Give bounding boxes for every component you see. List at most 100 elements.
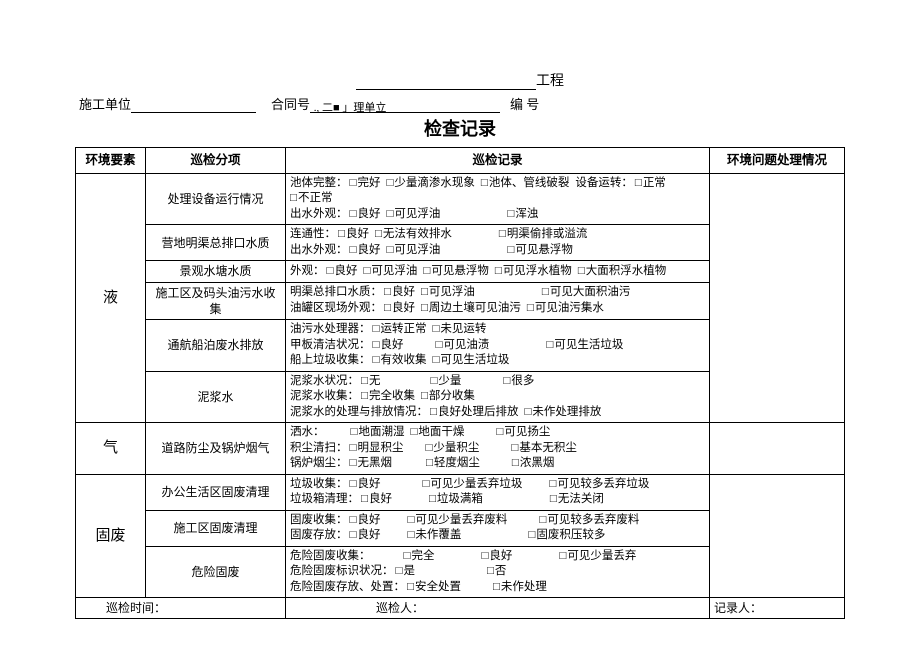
checkbox-option[interactable]: 良好 (384, 301, 415, 317)
checkbox-option[interactable]: 浑浊 (507, 207, 538, 223)
unit-label: 施工单位 (79, 94, 131, 113)
checkbox-option[interactable]: 可见浮水植物 (495, 264, 572, 280)
checkbox-option[interactable]: 可见少量丢弃垃圾 (422, 477, 522, 493)
checkbox-option[interactable]: 良好 (350, 243, 381, 259)
checkbox-option[interactable]: 无法有效排水 (375, 227, 452, 243)
checkbox-option[interactable]: 可见少量丢弃 (559, 549, 636, 565)
checkbox-option[interactable]: 有效收集 (373, 353, 427, 369)
checkbox-option[interactable]: 大面积浮水植物 (578, 264, 666, 280)
checkbox-option[interactable]: 是 (396, 564, 415, 580)
checkbox-option[interactable]: 可见大面积油污 (542, 285, 630, 301)
header-info-line: 施工单位 合同号 ., 二■ 」理单立 编 号 (75, 94, 845, 113)
checkbox-option[interactable]: 明显积尘 (350, 441, 404, 457)
resolve-cell (710, 423, 845, 475)
checkbox-option[interactable]: 良好 (350, 207, 381, 223)
checkbox-option[interactable]: 池体、管线破裂 (481, 176, 569, 192)
checkbox-option[interactable]: 未作覆盖 (407, 528, 461, 544)
subitem-cell: 营地明渠总排口水质 (146, 225, 286, 261)
record-text: 油罐区现场外观： (290, 301, 382, 317)
checkbox-option[interactable]: 可见浮油 (386, 207, 440, 223)
checkbox-option[interactable]: 无法关闭 (550, 492, 604, 508)
checkbox-option[interactable]: 完全收集 (361, 389, 415, 405)
checkbox-option[interactable]: 良好 (481, 549, 512, 565)
checkbox-option[interactable]: 可见生活垃圾 (432, 353, 509, 369)
checkbox-option[interactable]: 地面干燥 (410, 425, 464, 441)
footer-row: 巡检时间： 巡检人： 记录人： (76, 598, 845, 619)
record-cell: 泥浆水状况：无少量很多泥浆水收集：完全收集部分收集泥浆水的处理与排放情况：良好处… (286, 371, 710, 423)
record-text: 甲板清洁状况： (290, 338, 371, 354)
checkbox-option[interactable]: 可见浮油 (386, 243, 440, 259)
checkbox-option[interactable]: 良好 (350, 513, 381, 529)
checkbox-option[interactable]: 轻度烟尘 (426, 456, 480, 472)
checkbox-option[interactable]: 可见较多丢弃垃圾 (549, 477, 649, 493)
col-rec-header: 巡检记录 (286, 148, 710, 174)
checkbox-option[interactable]: 基本无积尘 (511, 441, 576, 457)
checkbox-option[interactable]: 无 (361, 374, 380, 390)
checkbox-option[interactable]: 地面潮湿 (351, 425, 405, 441)
checkbox-option[interactable]: 不正常 (290, 191, 332, 207)
checkbox-option[interactable]: 明渠偷排或溢流 (499, 227, 587, 243)
checkbox-option[interactable]: 良好 (373, 338, 404, 354)
checkbox-option[interactable]: 垃圾满箱 (429, 492, 483, 508)
footer-inspector: 巡检人： (286, 598, 710, 619)
checkbox-option[interactable]: 可见浮油 (363, 264, 417, 280)
subitem-cell: 泥浆水 (146, 371, 286, 423)
page-title: 检查记录 (75, 115, 845, 141)
checkbox-option[interactable]: 完好 (350, 176, 381, 192)
record-text: 泥浆水状况： (290, 374, 359, 390)
checkbox-option[interactable]: 否 (487, 564, 506, 580)
record-cell: 固废收集：良好可见少量丢弃废料可见较多丢弃废料固废存放：良好未作覆盖固废积压较多 (286, 510, 710, 546)
checkbox-option[interactable]: 很多 (503, 374, 534, 390)
record-text: 固废存放： (290, 528, 348, 544)
checkbox-option[interactable]: 固废积压较多 (528, 528, 605, 544)
record-cell: 危险固废收集：完全良好可见少量丢弃危险固废标识状况：是否危险固废存放、处置：安全… (286, 546, 710, 598)
checkbox-option[interactable]: 可见油渍 (435, 338, 489, 354)
checkbox-option[interactable]: 少量滴渗水现象 (386, 176, 474, 192)
record-text: 危险固废存放、处置： (290, 580, 405, 596)
record-text: 池体完整： (290, 176, 348, 192)
checkbox-option[interactable]: 部分收集 (421, 389, 475, 405)
record-text: 连通性： (290, 227, 336, 243)
checkbox-option[interactable]: 安全处置 (407, 580, 461, 596)
checkbox-option[interactable]: 良好 (384, 285, 415, 301)
checkbox-option[interactable]: 少量积尘 (425, 441, 479, 457)
checkbox-option[interactable]: 良好 (338, 227, 369, 243)
checkbox-option[interactable]: 良好 (350, 477, 381, 493)
checkbox-option[interactable]: 完全 (404, 549, 435, 565)
record-cell: 明渠总排口水质：良好可见浮油可见大面积油污油罐区现场外观：良好周边土壤可见油污可… (286, 282, 710, 319)
checkbox-option[interactable]: 可见悬浮物 (507, 243, 572, 259)
checkbox-option[interactable]: 良好 (327, 264, 358, 280)
record-text: 外观： (290, 264, 325, 280)
checkbox-option[interactable]: 良好 (350, 528, 381, 544)
checkbox-option[interactable]: 少量 (430, 374, 461, 390)
project-suffix: 工程 (536, 74, 564, 89)
checkbox-option[interactable]: 良好处理后排放 (430, 405, 518, 421)
checkbox-option[interactable]: 良好 (361, 492, 392, 508)
checkbox-option[interactable]: 未见运转 (432, 322, 486, 338)
project-blank (356, 75, 536, 90)
checkbox-option[interactable]: 可见浮油 (421, 285, 475, 301)
col-resolve-header: 环境问题处理情况 (710, 148, 845, 174)
checkbox-option[interactable]: 无黑烟 (350, 456, 392, 472)
checkbox-option[interactable]: 可见扬尘 (496, 425, 550, 441)
checkbox-option[interactable]: 可见生活垃圾 (546, 338, 623, 354)
subitem-cell: 通航船泊废水排放 (146, 320, 286, 372)
record-text: 积尘清扫： (290, 441, 348, 457)
subitem-cell: 道路防尘及锅炉烟气 (146, 423, 286, 475)
subitem-cell: 办公生活区固废清理 (146, 474, 286, 510)
checkbox-option[interactable]: 运转正常 (373, 322, 427, 338)
checkbox-option[interactable]: 可见油污集水 (527, 301, 604, 317)
checkbox-option[interactable]: 可见少量丢弃废料 (407, 513, 507, 529)
col-cat-header: 环境要素 (76, 148, 146, 174)
checkbox-option[interactable]: 正常 (635, 176, 666, 192)
checkbox-option[interactable]: 浓黑烟 (512, 456, 554, 472)
table-header-row: 环境要素 巡检分项 巡检记录 环境问题处理情况 (76, 148, 845, 174)
record-text: 洒水： (290, 425, 325, 441)
checkbox-option[interactable]: 未作处理 (493, 580, 547, 596)
checkbox-option[interactable]: 可见悬浮物 (423, 264, 488, 280)
category-cell: 气 (76, 423, 146, 475)
checkbox-option[interactable]: 可见较多丢弃废料 (539, 513, 639, 529)
checkbox-option[interactable]: 周边土壤可见油污 (421, 301, 521, 317)
checkbox-option[interactable]: 未作处理排放 (524, 405, 601, 421)
record-text: 设备运转： (575, 176, 633, 192)
